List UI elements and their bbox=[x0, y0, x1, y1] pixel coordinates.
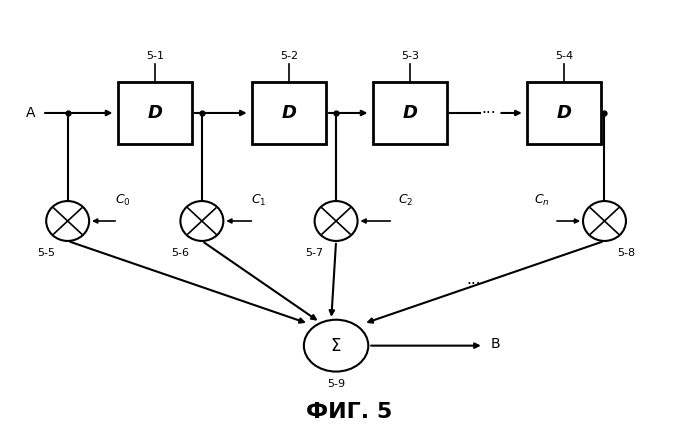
Bar bbox=[118, 82, 192, 144]
Text: 5-9: 5-9 bbox=[327, 379, 345, 389]
Text: ...: ... bbox=[482, 101, 496, 116]
Bar bbox=[252, 82, 326, 144]
Text: B: B bbox=[491, 336, 500, 351]
Text: 5-2: 5-2 bbox=[280, 51, 298, 61]
Text: A: A bbox=[26, 106, 36, 120]
Text: 5-7: 5-7 bbox=[305, 248, 324, 259]
Bar bbox=[527, 82, 601, 144]
Text: 5-5: 5-5 bbox=[37, 248, 55, 259]
Text: 5-6: 5-6 bbox=[171, 248, 189, 259]
Ellipse shape bbox=[315, 201, 358, 241]
Ellipse shape bbox=[583, 201, 626, 241]
Ellipse shape bbox=[304, 320, 368, 372]
Text: ...: ... bbox=[466, 272, 481, 287]
Text: 5-3: 5-3 bbox=[401, 51, 419, 61]
Text: $C_2$: $C_2$ bbox=[398, 193, 413, 208]
Text: $\Sigma$: $\Sigma$ bbox=[331, 337, 342, 354]
Text: $C_1$: $C_1$ bbox=[251, 193, 266, 208]
Text: 5-1: 5-1 bbox=[146, 51, 164, 61]
Ellipse shape bbox=[180, 201, 224, 241]
Text: $C_0$: $C_0$ bbox=[115, 193, 131, 208]
Text: 5-4: 5-4 bbox=[555, 51, 573, 61]
Text: D: D bbox=[282, 104, 296, 122]
Bar bbox=[373, 82, 447, 144]
Text: D: D bbox=[403, 104, 417, 122]
Text: $C_n$: $C_n$ bbox=[534, 193, 549, 208]
Text: ФИГ. 5: ФИГ. 5 bbox=[306, 402, 393, 422]
Text: 5-8: 5-8 bbox=[617, 248, 635, 259]
Ellipse shape bbox=[46, 201, 89, 241]
Text: D: D bbox=[147, 104, 162, 122]
Text: D: D bbox=[556, 104, 572, 122]
